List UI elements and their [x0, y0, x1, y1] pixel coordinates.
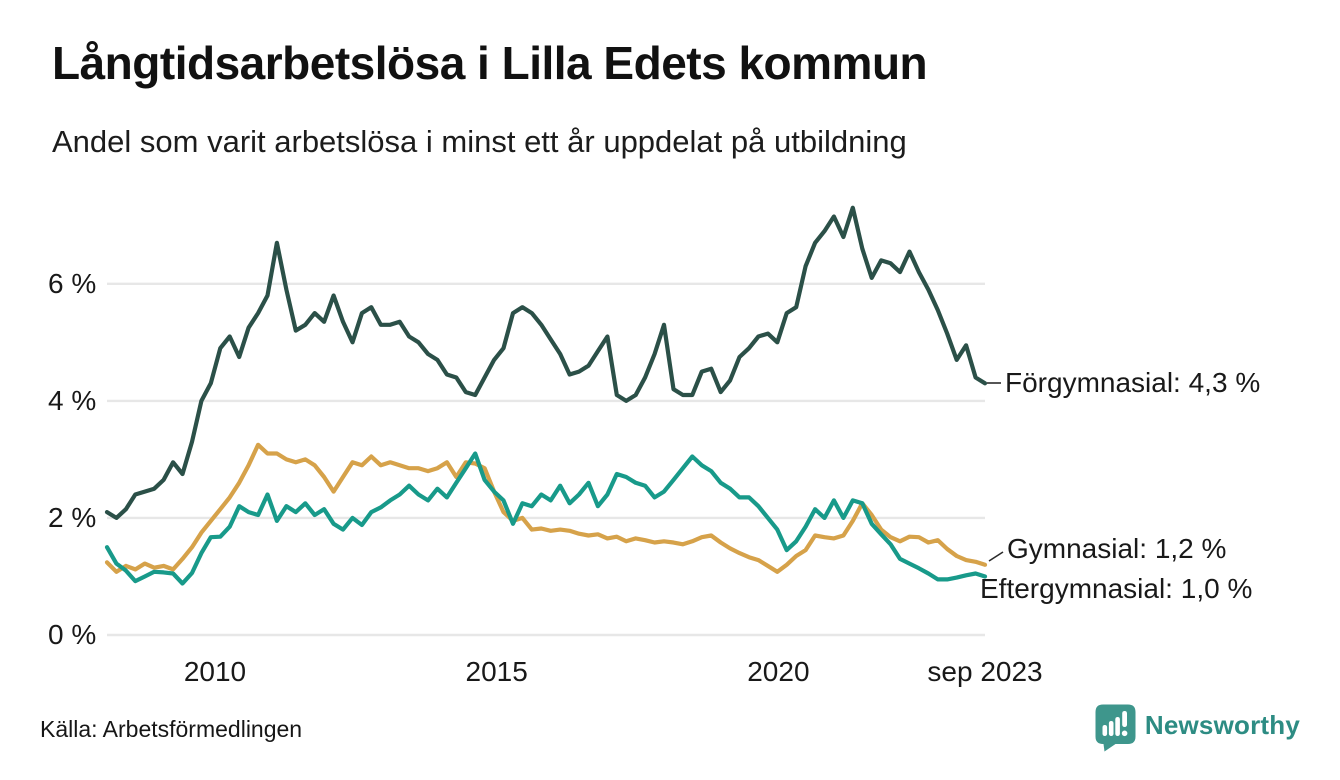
line-eftergymnasial: [104, 451, 988, 586]
chart-subtitle: Andel som varit arbetslösa i minst ett å…: [52, 124, 907, 159]
source-note: Källa: Arbetsförmedlingen: [40, 716, 303, 742]
y-tick-label-2: 2 %: [48, 501, 97, 533]
newsworthy-logo: Newsworthy: [1095, 703, 1300, 753]
y-tick-label-0: 0 %: [48, 619, 97, 650]
end-label-connector-1: [988, 551, 1004, 562]
y-tick-label-4: 4 %: [48, 384, 97, 416]
newsworthy-bubble-chart-icon: [1095, 704, 1136, 752]
x-tick-label-2010: 2010: [183, 656, 247, 687]
x-tick-label-2015: 2015: [465, 656, 528, 687]
y-tick-label-6: 6 %: [48, 267, 97, 299]
newsworthy-wordmark: Newsworthy: [1144, 709, 1300, 740]
line-forgymnasial: [104, 205, 988, 521]
end-label-eftergymnasial: Eftergymnasial: 1,0 %: [980, 573, 1253, 604]
end-label-gymnasial: Gymnasial: 1,2 %: [1007, 533, 1227, 564]
x-tick-label-2020: 2020: [747, 656, 810, 687]
end-label-forgymnasial: Förgymnasial: 4,3 %: [1005, 367, 1261, 398]
line-gymnasial: [104, 442, 988, 574]
page-title: Långtidsarbetslösa i Lilla Edets kommun: [52, 37, 928, 89]
x-tick-label-sep-2023: sep 2023: [927, 656, 1043, 687]
